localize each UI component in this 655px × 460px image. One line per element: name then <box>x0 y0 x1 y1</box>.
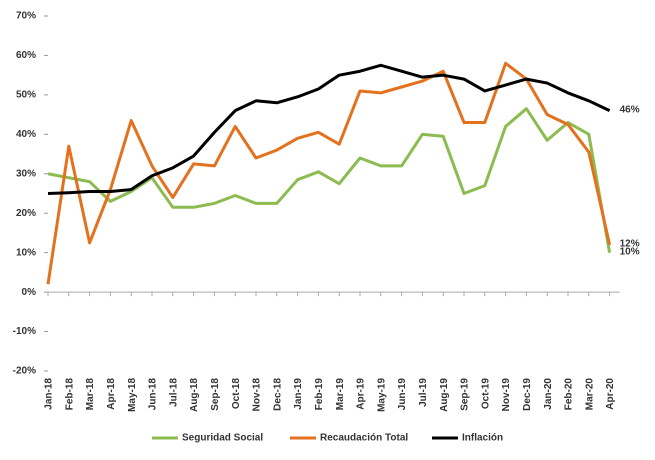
y-tick-label: 60% <box>16 50 36 61</box>
legend-label: Inflación <box>462 433 503 444</box>
x-tick-label: Jul-18 <box>168 378 179 407</box>
y-tick-label: 20% <box>16 208 36 219</box>
x-tick-label: Sep-19 <box>460 378 471 411</box>
y-tick-label: -10% <box>13 326 36 337</box>
x-tick-label: Feb-20 <box>564 378 575 411</box>
y-tick-label: 70% <box>16 11 36 22</box>
x-tick-label: Jun-18 <box>148 378 159 411</box>
x-tick-label: Dec-19 <box>522 378 533 411</box>
x-tick-label: Apr-20 <box>605 378 616 410</box>
x-tick-label: Feb-18 <box>64 378 75 411</box>
data-label: 46% <box>620 104 640 115</box>
y-tick-label: -20% <box>13 366 36 377</box>
x-tick-label: Jan-19 <box>293 378 304 410</box>
data-label: 12% <box>620 238 640 249</box>
y-tick-label: 0% <box>22 287 37 298</box>
x-tick-label: Sep-18 <box>210 378 221 411</box>
data-label: 10% <box>620 246 640 257</box>
x-tick-label: May-19 <box>376 378 387 412</box>
x-tick-label: Jul-19 <box>418 378 429 407</box>
x-tick-label: Aug-18 <box>189 378 200 412</box>
legend-label: Recaudación Total <box>320 433 408 444</box>
x-tick-label: Oct-19 <box>480 378 491 410</box>
x-tick-label: Feb-19 <box>314 378 325 411</box>
x-tick-label: Nov-19 <box>501 378 512 412</box>
x-tick-label: May-18 <box>127 378 138 412</box>
x-tick-label: Oct-18 <box>231 378 242 410</box>
x-tick-label: Mar-19 <box>335 378 346 411</box>
legend-label: Seguridad Social <box>182 433 263 444</box>
x-tick-label: Aug-19 <box>439 378 450 412</box>
x-tick-label: Jan-18 <box>44 378 55 410</box>
x-tick-label: Mar-20 <box>584 378 595 411</box>
x-tick-label: Jun-19 <box>397 378 408 411</box>
x-tick-label: Jan-20 <box>543 378 554 410</box>
series-line <box>47 107 612 253</box>
y-tick-label: 30% <box>16 168 36 179</box>
series-line <box>46 61 612 285</box>
y-tick-label: 10% <box>16 247 36 258</box>
x-tick-label: Dec-18 <box>272 378 283 411</box>
x-tick-label: Mar-18 <box>85 378 96 411</box>
series-line <box>47 63 611 195</box>
x-tick-label: Apr-18 <box>106 378 117 410</box>
y-tick-label: 50% <box>16 90 36 101</box>
x-tick-label: Nov-18 <box>252 378 263 412</box>
y-tick-label: 40% <box>16 129 36 140</box>
x-tick-label: Apr-19 <box>356 378 367 410</box>
